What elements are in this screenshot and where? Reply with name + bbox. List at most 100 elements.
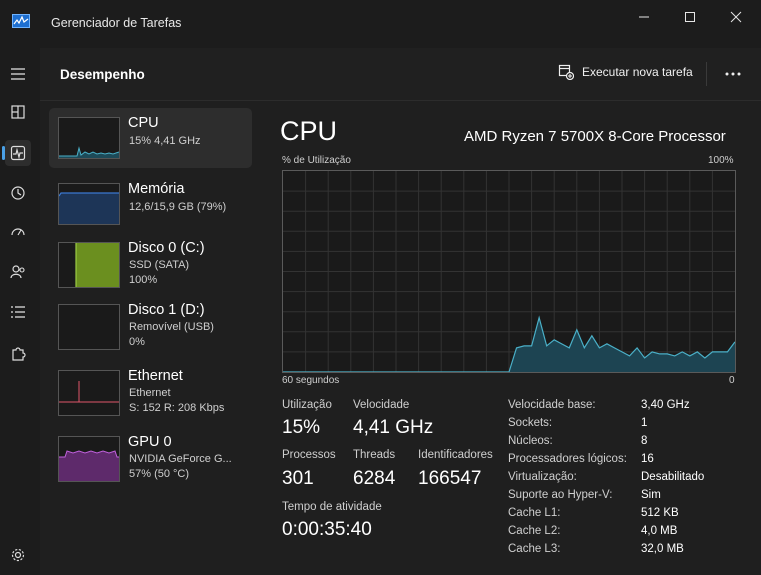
detail-label: Velocidade base: (508, 399, 596, 411)
sidebar-item-title: Ethernet (128, 368, 183, 384)
minimize-icon (639, 16, 649, 18)
resource-title: CPU (280, 116, 338, 146)
detail-label: Virtualização: (508, 471, 577, 483)
utilization-label: Utilização (282, 399, 332, 411)
puzzle-icon (12, 347, 26, 361)
speed-value: 4,41 GHz (353, 417, 434, 438)
detail-value: 512 KB (641, 507, 679, 519)
maximize-icon (685, 12, 695, 22)
detail-value: 4,0 MB (641, 525, 678, 537)
cpu-thumbnail-graph (58, 117, 120, 159)
window-title: Gerenciador de Tarefas (51, 16, 182, 30)
more-options-button[interactable] (722, 64, 744, 84)
cpu-utilization-chart (282, 170, 736, 373)
handles-value: 166547 (418, 468, 482, 489)
sidebar-item-cpu[interactable]: CPU 15% 4,41 GHz (49, 108, 252, 168)
run-new-task-button[interactable]: Executar nova tarefa (558, 64, 693, 80)
sidebar-item-disk-0[interactable]: Disco 0 (C:) SSD (SATA) 100% (49, 233, 252, 299)
title-bar (0, 0, 761, 48)
sidebar-item-title: Memória (128, 181, 185, 197)
ethernet-thumbnail-graph (58, 370, 120, 416)
processes-value: 301 (282, 468, 314, 489)
gear-icon (11, 548, 25, 562)
utilization-value: 15% (282, 417, 321, 438)
close-icon (730, 11, 742, 23)
sidebar-item-detail: 12,6/15,9 GB (79%) (129, 201, 227, 213)
detail-label: Núcleos: (508, 435, 553, 447)
detail-value: Desabilitado (641, 471, 705, 483)
nav-details-button[interactable] (5, 299, 31, 325)
sidebar-item-disk-1[interactable]: Disco 1 (D:) Removível (USB) 0% (49, 299, 252, 365)
sidebar-item-detail: Ethernet (129, 387, 171, 399)
task-manager-app-icon (12, 14, 30, 28)
selected-nav-indicator (2, 146, 5, 160)
detail-value: 32,0 MB (641, 543, 684, 555)
close-button[interactable] (721, 4, 751, 30)
speed-label: Velocidade (353, 399, 410, 411)
minimize-button[interactable] (629, 4, 659, 30)
sidebar-item-detail: SSD (SATA) (129, 259, 190, 271)
detail-value: Sim (641, 489, 661, 501)
detail-label: Sockets: (508, 417, 553, 429)
maximize-button[interactable] (675, 4, 705, 30)
hamburger-icon (11, 68, 25, 80)
x-axis-left-label: 60 segundos (282, 375, 340, 386)
ellipsis-icon (725, 72, 741, 76)
detail-value: 16 (641, 453, 654, 465)
users-icon (10, 265, 25, 279)
sidebar-item-detail: Removível (USB) (129, 321, 214, 333)
detail-label: Processadores lógicos: (508, 453, 627, 465)
cpu-chart-svg (283, 171, 736, 373)
sidebar-item-detail: 15% 4,41 GHz (129, 135, 201, 147)
hamburger-menu-button[interactable] (5, 61, 31, 87)
detail-label: Cache L2: (508, 525, 561, 537)
sidebar-item-ethernet[interactable]: Ethernet Ethernet S: 152 R: 208 Kbps (49, 365, 252, 431)
sidebar-item-usage: S: 152 R: 208 Kbps (129, 402, 225, 414)
sidebar-item-title: Disco 1 (D:) (128, 302, 205, 318)
settings-button[interactable] (5, 542, 31, 568)
detail-value: 8 (641, 435, 648, 447)
disk1-thumbnail-graph (58, 304, 120, 350)
detail-value: 1 (641, 417, 648, 429)
detail-label: Cache L1: (508, 507, 561, 519)
x-axis-right-label: 0 (729, 375, 735, 386)
sidebar-item-usage: 57% (50 °C) (129, 468, 190, 480)
processor-model: AMD Ryzen 7 5700X 8-Core Processor (464, 128, 726, 145)
new-task-icon (558, 64, 574, 80)
details-list-icon (11, 306, 25, 318)
threads-label: Threads (353, 449, 396, 461)
gpu-thumbnail-graph (58, 436, 120, 482)
sidebar-item-usage: 0% (129, 336, 145, 348)
detail-label: Cache L3: (508, 543, 561, 555)
run-new-task-label: Executar nova tarefa (582, 65, 693, 79)
detail-value: 3,40 GHz (641, 399, 690, 411)
handles-label: Identificadores (418, 449, 493, 461)
nav-users-button[interactable] (5, 259, 31, 285)
detail-label: Suporte ao Hyper-V: (508, 489, 613, 501)
nav-app-history-button[interactable] (5, 180, 31, 206)
header-separator (706, 62, 707, 86)
sidebar-item-detail: NVIDIA GeForce G... (129, 453, 232, 465)
sidebar-item-title: Disco 0 (C:) (128, 240, 205, 256)
nav-performance-button[interactable] (5, 140, 31, 166)
nav-services-button[interactable] (5, 340, 31, 366)
nav-processes-button[interactable] (5, 99, 31, 125)
nav-startup-apps-button[interactable] (5, 219, 31, 245)
sidebar-item-memory[interactable]: Memória 12,6/15,9 GB (79%) (49, 174, 252, 234)
page-title: Desempenho (60, 67, 145, 82)
cpu-usage-area (283, 317, 735, 372)
sidebar-item-gpu-0[interactable]: GPU 0 NVIDIA GeForce G... 57% (50 °C) (49, 431, 252, 497)
processes-icon (11, 105, 25, 119)
uptime-label: Tempo de atividade (282, 501, 382, 513)
threads-value: 6284 (353, 468, 396, 489)
sidebar-item-title: GPU 0 (128, 434, 172, 450)
sidebar-item-usage: 100% (129, 274, 158, 286)
page-header (40, 48, 761, 101)
processes-label: Processos (282, 449, 336, 461)
y-axis-max-label: 100% (708, 155, 734, 166)
speedometer-icon (11, 228, 25, 236)
disk0-thumbnail-graph (58, 242, 120, 288)
history-icon (11, 186, 25, 200)
y-axis-label: % de Utilização (282, 155, 351, 166)
sidebar-item-title: CPU (128, 115, 159, 131)
